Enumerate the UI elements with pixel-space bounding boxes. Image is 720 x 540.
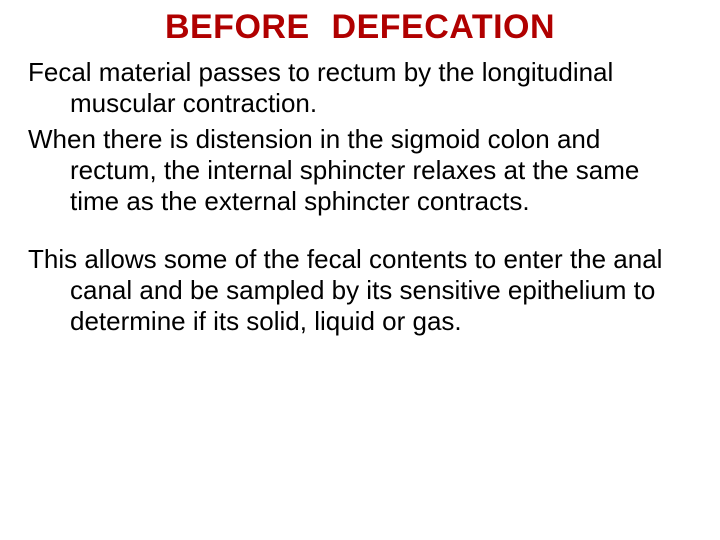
slide-title: BEFORE DEFECATION	[28, 8, 692, 47]
paragraph-3: This allows some of the fecal contents t…	[28, 244, 692, 336]
slide: BEFORE DEFECATION Fecal material passes …	[0, 0, 720, 540]
paragraph-1: Fecal material passes to rectum by the l…	[28, 57, 692, 118]
spacer	[28, 222, 692, 244]
paragraph-2: When there is distension in the sigmoid …	[28, 124, 692, 216]
